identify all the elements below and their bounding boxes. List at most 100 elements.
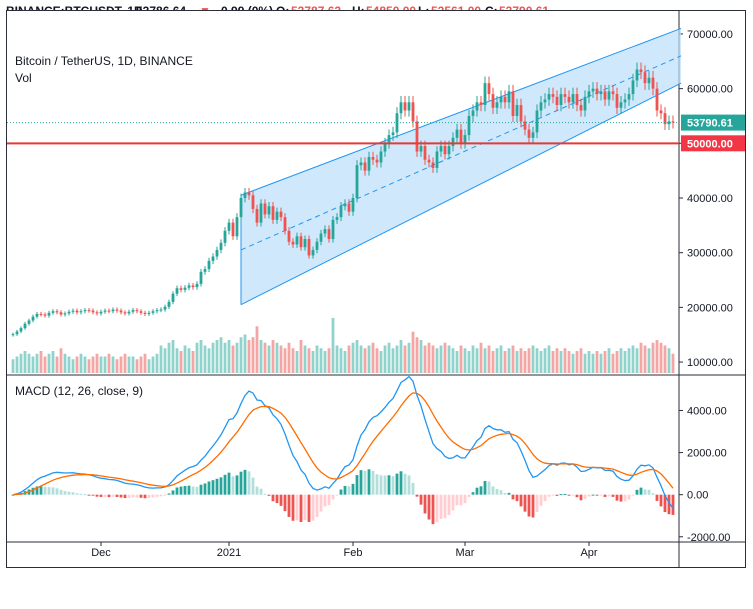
- price-tick-label: 30000.00: [687, 248, 733, 260]
- volume-bar: [559, 351, 563, 373]
- chart-canvas[interactable]: 70000.00 60000.00 50000.00 40000.00 30000.00…: [7, 11, 746, 568]
- candle-body: [219, 242, 223, 250]
- volume-bar: [635, 348, 639, 373]
- volume-bar: [651, 342, 655, 373]
- candle-body: [75, 310, 79, 313]
- macd-histogram-bar: [527, 494, 531, 517]
- volume-bar: [627, 348, 631, 373]
- macd-histogram-bar: [267, 494, 271, 496]
- candle-body: [143, 312, 147, 314]
- macd-histogram-bar: [671, 494, 675, 515]
- candle-body: [47, 312, 51, 316]
- candle-body: [307, 239, 311, 256]
- volume-bar: [11, 359, 15, 373]
- volume-bar: [643, 345, 647, 373]
- candle-body: [315, 241, 319, 250]
- volume-bar: [107, 353, 111, 373]
- macd-histogram-bar: [523, 494, 527, 512]
- volume-bar: [199, 340, 203, 373]
- candle-body: [175, 288, 179, 294]
- candle-body: [483, 83, 487, 106]
- volume-bar: [615, 351, 619, 373]
- candle-body: [171, 293, 175, 302]
- volume-bar: [23, 351, 27, 373]
- current-price-tag-label: 53790.61: [687, 118, 733, 130]
- volume-bar: [491, 351, 495, 373]
- macd-histogram-bar: [327, 494, 331, 506]
- candle-body: [39, 313, 43, 315]
- candle-body: [479, 102, 483, 106]
- candle-body: [15, 331, 19, 335]
- candle-body: [523, 121, 527, 130]
- candle-body: [55, 311, 59, 313]
- macd-histogram-bar: [623, 494, 627, 502]
- volume-bar: [531, 345, 535, 373]
- macd-histogram-bar: [403, 473, 407, 495]
- candle-body: [139, 311, 143, 313]
- candle-body: [147, 312, 151, 314]
- candle-body: [559, 94, 563, 106]
- volume-bar: [207, 348, 211, 373]
- volume-bar: [407, 342, 411, 373]
- candle-body: [443, 146, 447, 155]
- candle-body: [167, 301, 171, 307]
- volume-bar: [203, 345, 207, 373]
- macd-histogram-bar: [559, 494, 563, 496]
- candle-body: [287, 230, 291, 242]
- candle-body: [351, 198, 355, 212]
- volume-bar: [671, 353, 675, 373]
- volume-bar: [443, 342, 447, 373]
- volume-bar: [115, 359, 119, 373]
- macd-histogram-bar: [607, 494, 611, 497]
- candle-body: [519, 105, 523, 122]
- macd-histogram-bar: [383, 475, 387, 495]
- macd-histogram-bar: [451, 494, 455, 511]
- candle-body: [79, 311, 83, 313]
- macd-histogram-bar: [515, 494, 519, 502]
- macd-histogram-bar: [179, 486, 183, 495]
- chart-frame[interactable]: 70000.00 60000.00 50000.00 40000.00 30000.00…: [6, 10, 746, 568]
- macd-histogram-bar: [555, 494, 559, 496]
- candle-body: [415, 121, 419, 152]
- volume-legend[interactable]: Vol: [15, 71, 32, 85]
- macd-histogram-bar: [667, 494, 671, 515]
- macd-histogram-bar: [75, 493, 79, 495]
- candle-body: [279, 211, 283, 218]
- volume-bar: [391, 348, 395, 373]
- macd-histogram-bar: [595, 494, 599, 496]
- macd-histogram-bar: [291, 494, 295, 521]
- volume-bar: [379, 351, 383, 373]
- macd-histogram-bar: [331, 494, 335, 500]
- candle-body: [459, 129, 463, 144]
- candle-body: [611, 91, 615, 95]
- macd-histogram-bar: [627, 494, 631, 500]
- volume-bar: [311, 351, 315, 373]
- price-tick-label: 10000.00: [687, 357, 733, 369]
- main-series-legend[interactable]: Bitcoin / TetherUS, 1D, BINANCE: [15, 54, 193, 68]
- macd-histogram-bar: [111, 494, 115, 497]
- candle-body: [455, 129, 459, 138]
- macd-histogram-bar: [107, 494, 111, 498]
- macd-histogram-bar: [323, 494, 327, 507]
- candle-body: [539, 102, 543, 111]
- candle-body: [547, 94, 551, 100]
- level-price-tag: [681, 135, 745, 152]
- candle-body: [135, 310, 139, 312]
- candle-body: [179, 288, 183, 290]
- candle-body: [159, 309, 163, 311]
- candle-body: [131, 310, 135, 312]
- macd-histogram-bar: [571, 494, 575, 496]
- macd-histogram-bar: [659, 494, 663, 507]
- macd-histogram-bar: [435, 494, 439, 523]
- candle-body: [119, 310, 123, 313]
- volume-bar: [383, 345, 387, 373]
- candle-body: [375, 159, 379, 163]
- candle-body: [463, 135, 467, 144]
- macd-legend[interactable]: MACD (12, 26, close, 9): [15, 384, 144, 398]
- macd-histogram-bar: [579, 494, 583, 501]
- candle-body: [603, 91, 607, 100]
- volume-bar: [319, 348, 323, 373]
- candle-body: [655, 88, 659, 111]
- candle-body: [535, 110, 539, 133]
- volume-bar: [359, 345, 363, 373]
